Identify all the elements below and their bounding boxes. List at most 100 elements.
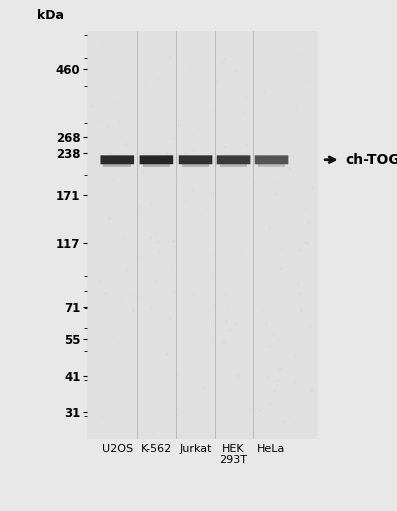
Point <box>182 149 189 157</box>
Point <box>201 383 208 391</box>
Point <box>164 149 170 157</box>
FancyBboxPatch shape <box>143 164 170 168</box>
Point <box>301 38 307 47</box>
Point <box>175 370 181 379</box>
Point <box>168 265 174 273</box>
Text: kDa: kDa <box>37 10 64 22</box>
Point <box>278 244 284 252</box>
Point <box>210 318 216 327</box>
Point <box>283 86 289 94</box>
Point <box>179 175 186 183</box>
Point <box>222 54 228 62</box>
Point <box>137 203 143 212</box>
Point <box>190 131 197 140</box>
Point <box>173 411 179 420</box>
Point <box>89 102 95 110</box>
Point <box>292 419 298 427</box>
Point <box>142 80 148 88</box>
Point <box>154 75 160 83</box>
Point <box>277 364 283 372</box>
Point <box>121 152 128 160</box>
Point <box>208 272 214 281</box>
Point <box>189 185 195 194</box>
Point <box>266 224 272 232</box>
Point <box>172 404 179 412</box>
Point <box>156 247 162 256</box>
Point <box>199 348 205 356</box>
Point <box>207 305 214 313</box>
Point <box>226 326 233 334</box>
Point <box>241 107 247 115</box>
Point <box>306 322 313 330</box>
Point <box>287 176 293 184</box>
Text: Jurkat: Jurkat <box>179 444 212 454</box>
Point <box>247 405 253 413</box>
Point <box>148 304 154 312</box>
Point <box>179 153 185 161</box>
Point <box>244 262 250 270</box>
Point <box>263 209 269 217</box>
Point <box>293 106 300 114</box>
Point <box>297 306 304 314</box>
Point <box>98 412 105 420</box>
Point <box>110 170 116 178</box>
Point <box>235 373 241 381</box>
Point <box>280 417 286 425</box>
Point <box>266 147 273 155</box>
Point <box>267 159 273 167</box>
Point <box>261 424 268 432</box>
Point <box>303 205 310 213</box>
Point <box>244 91 251 100</box>
Point <box>210 365 217 374</box>
Point <box>190 146 197 154</box>
Point <box>117 50 123 58</box>
Point <box>271 179 278 187</box>
Point <box>99 39 106 48</box>
Point <box>294 103 300 111</box>
Point <box>135 251 141 260</box>
Point <box>278 264 284 272</box>
Point <box>297 289 303 297</box>
Point <box>106 274 113 282</box>
Point <box>272 376 278 384</box>
Point <box>100 88 106 96</box>
Point <box>224 303 230 311</box>
Point <box>170 288 177 296</box>
Point <box>123 422 130 430</box>
Point <box>256 406 262 414</box>
Point <box>232 319 238 328</box>
Point <box>260 306 266 314</box>
Point <box>307 218 314 226</box>
Point <box>267 400 274 408</box>
Point <box>170 238 176 246</box>
Point <box>90 87 96 95</box>
Point <box>119 328 125 336</box>
Point <box>109 175 115 183</box>
Point <box>287 164 293 172</box>
Point <box>220 337 227 345</box>
Point <box>223 317 229 325</box>
Point <box>102 289 108 297</box>
Point <box>209 106 215 114</box>
Point <box>188 63 194 72</box>
Point <box>209 335 215 343</box>
Point <box>264 373 270 381</box>
Point <box>175 120 182 128</box>
Point <box>298 245 304 253</box>
Point <box>222 143 228 151</box>
Point <box>292 378 298 386</box>
Point <box>273 381 279 389</box>
Point <box>244 69 251 78</box>
Point <box>87 38 93 47</box>
Point <box>124 266 130 274</box>
Point <box>197 242 203 250</box>
Point <box>292 352 298 360</box>
Point <box>148 200 154 208</box>
Point <box>302 160 308 169</box>
Point <box>260 88 267 96</box>
Point <box>121 410 127 419</box>
Point <box>289 248 295 256</box>
Point <box>130 290 136 298</box>
Point <box>182 196 189 204</box>
Point <box>245 172 251 180</box>
